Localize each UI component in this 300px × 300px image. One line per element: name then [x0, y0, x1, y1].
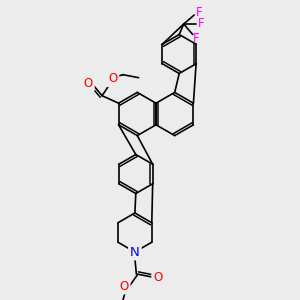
Text: F: F: [195, 6, 202, 19]
Text: O: O: [84, 77, 93, 90]
Text: O: O: [119, 280, 129, 293]
Text: F: F: [198, 17, 204, 30]
Text: N: N: [130, 245, 140, 259]
Text: F: F: [193, 32, 200, 45]
Text: O: O: [108, 72, 118, 86]
Text: O: O: [153, 271, 162, 284]
